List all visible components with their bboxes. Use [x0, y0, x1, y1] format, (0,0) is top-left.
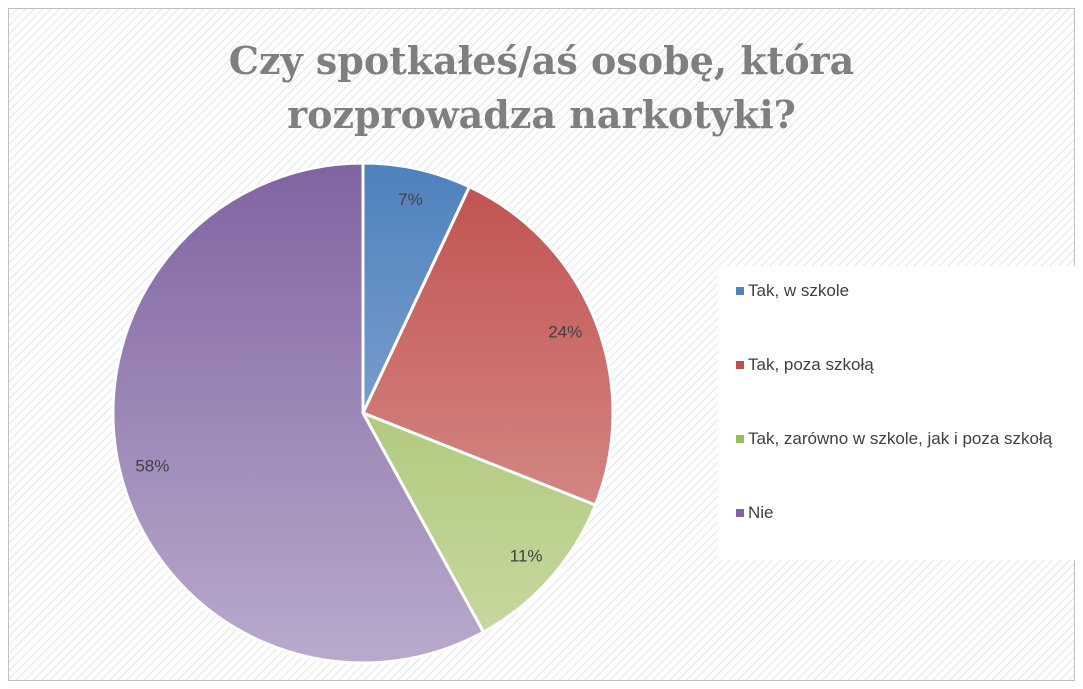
- legend-label: Tak, zarówno w szkole, jak i poza szkołą: [748, 429, 1053, 448]
- data-label: 11%: [510, 546, 543, 565]
- pie-slice: [359, 410, 598, 635]
- chart-title: Czy spotkałeś/aś osobę, która rozprowadz…: [228, 38, 855, 137]
- legend-item: Tak, w szkole: [736, 278, 1068, 304]
- legend-swatch: [736, 509, 744, 517]
- legend-swatch: [736, 435, 744, 443]
- legend-label: Nie: [748, 503, 774, 522]
- pie-slice: [361, 161, 472, 414]
- legend-swatch: [736, 361, 744, 369]
- data-label: 7%: [398, 190, 423, 209]
- legend: Tak, w szkole Tak, poza szkołą Tak, zarówn…: [718, 266, 1075, 560]
- legend-label: Tak, w szkole: [748, 281, 850, 300]
- legend-swatch: [736, 287, 744, 295]
- pie-slice: [360, 184, 615, 507]
- legend-item: Tak, zarówno w szkole, jak i poza szkołą: [736, 426, 1068, 452]
- data-label: 58%: [135, 457, 169, 476]
- pie: 7% 24% 11% 58%: [111, 161, 615, 665]
- legend-label: Tak, poza szkołą: [748, 355, 874, 374]
- legend-item: Nie: [736, 500, 1068, 526]
- pie-slice: [111, 161, 486, 665]
- data-label: 24%: [548, 322, 582, 341]
- legend-item: Tak, poza szkołą: [736, 352, 1068, 378]
